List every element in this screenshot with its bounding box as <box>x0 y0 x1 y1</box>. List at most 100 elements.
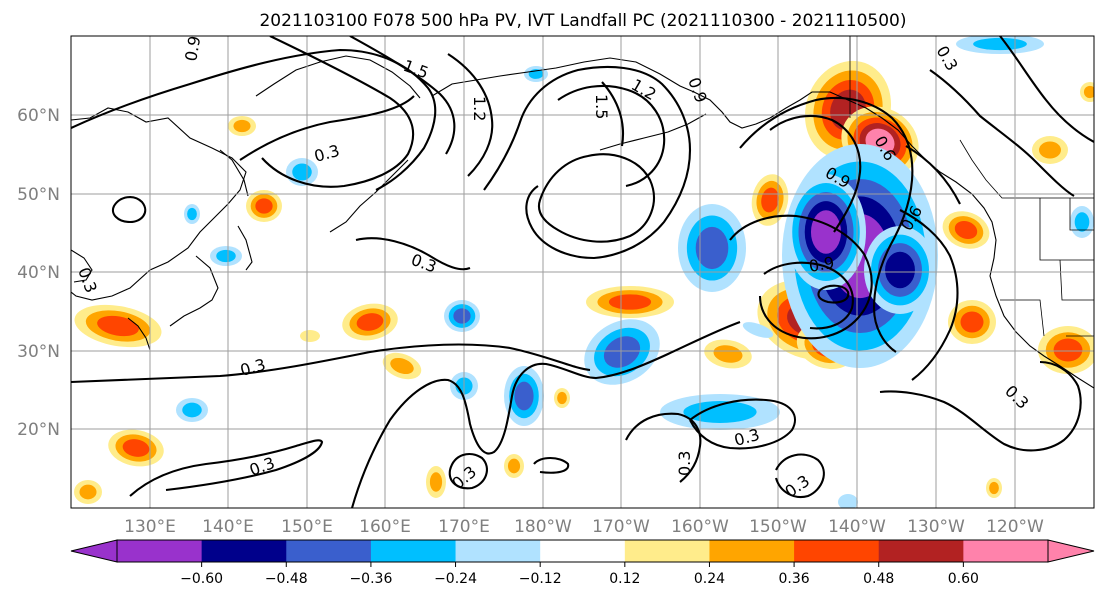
ivt-positive-shading <box>233 119 251 133</box>
colorbar-tick-label: 0.48 <box>863 571 894 587</box>
ivt-positive-shading <box>356 313 384 331</box>
pv-contour <box>350 321 741 508</box>
pv-contour <box>729 214 873 340</box>
pv-contour <box>261 36 415 188</box>
pv-contour <box>557 84 666 188</box>
pv-contour <box>355 237 471 271</box>
colorbar-extend-under <box>70 539 118 563</box>
pv-contour <box>899 209 959 381</box>
ivt-positive-shading <box>954 220 978 240</box>
colorbar-box <box>370 540 457 562</box>
colorbar-box <box>624 540 710 562</box>
pv-contour <box>71 343 591 384</box>
colorbar-tick-label: −0.24 <box>434 571 477 587</box>
lon-tick-label: 120°W <box>986 517 1044 537</box>
lon-tick-label: 150°W <box>749 517 807 537</box>
pv-contour <box>447 53 494 177</box>
pv-contour <box>769 114 862 233</box>
ivt-negative-shading <box>453 308 471 324</box>
colorbar-box <box>286 540 372 562</box>
ivt-positive-shading <box>557 391 567 405</box>
colorbar-tick-label: 0.24 <box>694 571 725 587</box>
pv-contour <box>739 96 914 353</box>
ivt-positive-shading <box>1039 141 1061 159</box>
ivt-positive-shading <box>97 315 139 337</box>
contour-label: 1.2 <box>470 96 489 121</box>
colorbar-boxes <box>70 539 1095 563</box>
lat-tick-label: 60°N <box>17 106 60 126</box>
ivt-negative-shading <box>885 251 915 289</box>
pv-contour <box>601 81 624 147</box>
lat-tick-label: 30°N <box>17 342 60 362</box>
colorbar-box <box>455 540 541 562</box>
colorbar-box <box>878 540 964 562</box>
colorbar-tick-label: −0.36 <box>349 571 392 587</box>
map-frame <box>70 35 1095 509</box>
colorbar-box <box>540 540 626 562</box>
lon-tick-label: 170°W <box>592 517 650 537</box>
pv-contour <box>239 95 415 161</box>
lat-tick-label: 50°N <box>17 185 60 205</box>
contour-label: 1.5 <box>592 94 611 119</box>
colorbar-ticks: −0.60 −0.48 −0.36 −0.24 −0.12 0.12 0.24 0.36 0.4… <box>180 562 979 587</box>
colorbar-frame <box>116 539 1049 563</box>
ivt-negative-shading <box>810 210 842 254</box>
ivt-negative-shading <box>603 336 641 368</box>
lon-tick-label: 160°W <box>671 517 729 537</box>
pv-contour <box>689 398 797 450</box>
ivt-positive-shading <box>122 439 150 457</box>
pv-contour <box>905 145 961 205</box>
lon-tick-label: 170°E <box>438 517 490 537</box>
ivt-negative-shading <box>514 381 534 411</box>
ivt-positive-shading <box>429 472 443 492</box>
pv-contour <box>774 453 825 498</box>
pv-contour <box>879 360 1082 452</box>
ivt-positive-shading <box>713 345 743 363</box>
pv-contour <box>533 456 570 474</box>
ivt-negative-shading <box>838 494 858 508</box>
lon-tick-labels: 130°E 140°E 150°E 160°E 170°E 180°W 170°… <box>124 517 1044 537</box>
ivt-positive-shading <box>989 481 999 495</box>
pv-contour <box>349 36 456 155</box>
lon-tick-label: 150°E <box>281 517 333 537</box>
ivt-negative-shading <box>683 401 757 423</box>
ivt-positive-shading <box>300 330 320 342</box>
pv-contour <box>483 65 692 260</box>
pv-contour <box>625 412 702 483</box>
ivt-positive-shading <box>608 294 652 310</box>
pv-contour <box>817 284 850 304</box>
colorbar-tick-label: −0.48 <box>265 571 308 587</box>
pv-contour <box>448 453 488 490</box>
colorbar-tick-label: 0.12 <box>609 571 640 587</box>
colorbar: −0.60 −0.48 −0.36 −0.24 −0.12 0.12 0.24 0.36 0.4… <box>70 539 1095 587</box>
colorbar-box <box>794 540 880 562</box>
ivt-negative-shading <box>187 207 197 221</box>
colorbar-tick-label: 0.36 <box>779 571 810 587</box>
colorbar-box <box>963 540 1049 562</box>
ivt-positive-shading <box>255 198 273 214</box>
ivt-negative-shading <box>1074 212 1090 232</box>
ivt-negative-shading <box>742 322 774 338</box>
ivt-negative-shading <box>292 163 312 181</box>
pv-contour <box>538 153 655 243</box>
ivt-negative-shading <box>973 37 1027 51</box>
pv-contour <box>71 48 437 191</box>
lon-tick-label: 180°W <box>514 517 572 537</box>
ivt-negative-shading <box>695 226 729 270</box>
colorbar-extend-over <box>1047 539 1095 563</box>
ivt-negative-shading <box>182 402 202 418</box>
ivt-negative-shading <box>216 249 236 263</box>
pv-contour <box>929 69 1075 197</box>
lon-tick-label: 130°E <box>124 517 176 537</box>
lat-tick-label: 20°N <box>17 420 60 440</box>
contour-label: 0.9 <box>807 253 835 276</box>
pv-contour <box>999 36 1094 143</box>
lat-tick-labels: 20°N 30°N 40°N 50°N 60°N <box>17 106 60 440</box>
colorbar-box <box>709 540 795 562</box>
colorbar-tick-label: −0.60 <box>180 571 223 587</box>
colorbar-box <box>117 540 203 562</box>
lon-tick-label: 130°W <box>907 517 965 537</box>
figure-title: 2021103100 F078 500 hPa PV, IVT Landfall… <box>259 11 906 31</box>
ivt-positive-shading <box>507 458 521 474</box>
